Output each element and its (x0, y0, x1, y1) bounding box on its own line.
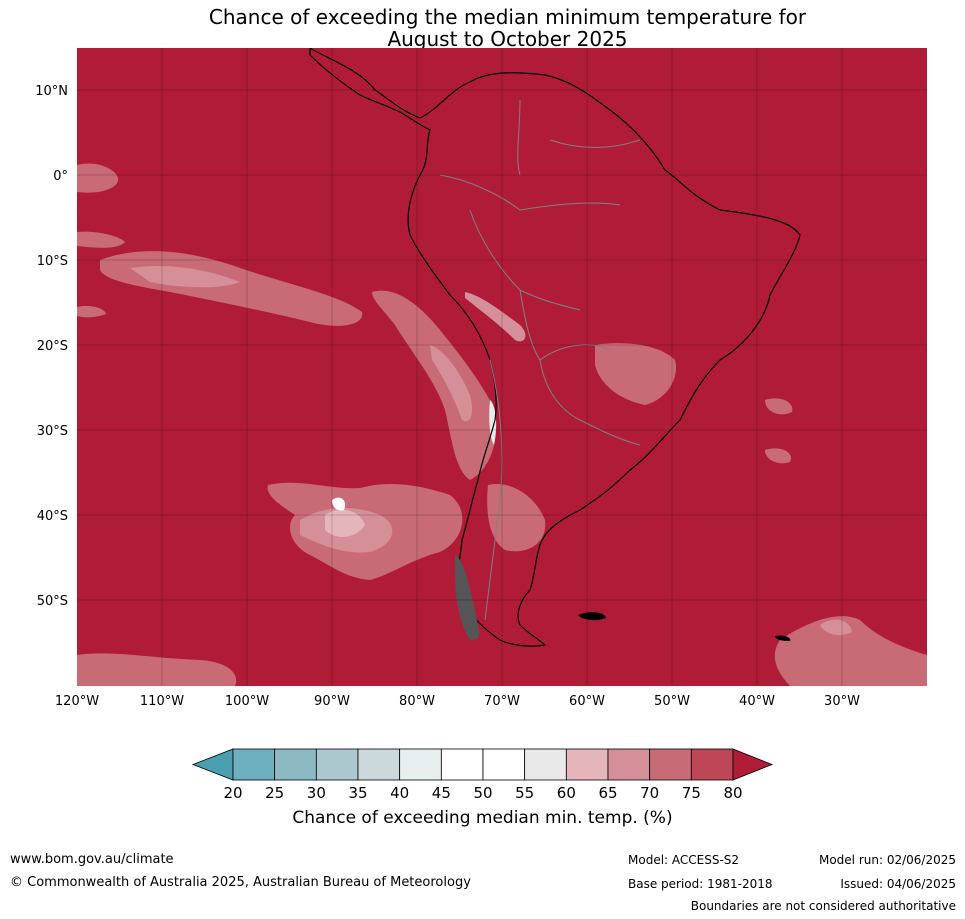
colorbar-tick-label: 25 (265, 784, 285, 802)
falklands (578, 612, 606, 621)
lat-label: 0° (53, 169, 68, 184)
base-period: Base period: 1981-2018 (628, 877, 773, 891)
colorbar-bin (607, 748, 651, 781)
patch-patagonia (487, 484, 546, 552)
colorbar-tick-label: 40 (390, 784, 410, 802)
lat-label: 30°S (37, 424, 68, 439)
patch-atlantic-1 (765, 398, 793, 415)
colorbar-bin (524, 748, 567, 781)
lat-label: 20°S (37, 339, 68, 354)
colorbar-bin (440, 748, 484, 781)
map-background (77, 48, 927, 686)
lon-label: 50°W (654, 694, 690, 709)
patch-pacific-equator (77, 163, 119, 193)
chile-fjords (455, 555, 480, 640)
colorbar-tick-label: 45 (431, 784, 451, 802)
lon-label: 60°W (569, 694, 605, 709)
patch-atlantic-2 (765, 448, 791, 464)
lon-label: 80°W (399, 694, 435, 709)
patch-spcz-band-core (130, 265, 240, 288)
patch-pacific-equator-2 (77, 231, 125, 248)
colorbar-bin (399, 748, 442, 781)
continent-outline (309, 48, 801, 647)
colorbar-tick-label: 35 (348, 784, 368, 802)
map-title-line2: August to October 2025 (387, 27, 628, 51)
colorbar-bin (565, 748, 609, 781)
colorbar-extend-high (732, 748, 774, 781)
lon-label: 120°W (55, 694, 99, 709)
lon-label: 110°W (140, 694, 184, 709)
lat-label: 50°S (37, 594, 68, 609)
patch-southern-ocean-east (774, 616, 927, 686)
graticule (77, 48, 927, 686)
lat-label: 10°N (35, 84, 68, 99)
colorbar-tick-label: 80 (723, 784, 743, 802)
copyright-text: © Commonwealth of Australia 2025, Austra… (10, 875, 471, 890)
south-america-coastline (309, 48, 801, 647)
colorbar-tick-label: 50 (473, 784, 493, 802)
colorbar-bin (274, 748, 317, 781)
colorbar-extend-low (191, 748, 234, 781)
lon-label: 90°W (314, 694, 350, 709)
probability-patches (77, 163, 927, 686)
colorbar (191, 748, 774, 781)
patch-south-pacific-light (325, 509, 365, 537)
colorbar-tick-label: 20 (223, 784, 243, 802)
colorbar-label: Chance of exceeding median min. temp. (%… (292, 808, 673, 828)
lon-label: 30°W (824, 694, 860, 709)
colorbar-bin (690, 748, 734, 781)
lon-label: 100°W (225, 694, 269, 709)
patch-south-pacific-white (332, 497, 346, 511)
longitude-labels: 120°W 110°W 100°W 90°W 80°W 70°W 60°W 50°W 40°W 3… (55, 694, 860, 709)
patch-chile-coast (372, 290, 497, 480)
patch-small-pac (77, 305, 106, 318)
patch-andes-bolivia (465, 292, 526, 342)
colorbar-bin (649, 748, 692, 781)
patch-southern-ocean (77, 653, 237, 686)
patch-southern-ocean-east-core (820, 619, 852, 636)
colorbar-tick-label: 55 (515, 784, 535, 802)
patch-brazil-south (595, 343, 676, 405)
issued-date: Issued: 04/06/2025 (840, 877, 956, 891)
lon-label: 70°W (484, 694, 520, 709)
website-link[interactable]: www.bom.gov.au/climate (10, 852, 174, 867)
country-borders (439, 99, 641, 621)
model-name: Model: ACCESS-S2 (628, 853, 740, 867)
lon-label: 40°W (739, 694, 775, 709)
lat-label: 40°S (37, 509, 68, 524)
patch-chile-coast-core (430, 345, 473, 422)
south-georgia (775, 635, 791, 641)
colorbar-tick-label: 65 (598, 784, 618, 802)
colorbar-tick-label: 30 (306, 784, 326, 802)
colorbar-tick-label: 60 (556, 784, 576, 802)
colorbar-tick-label: 75 (681, 784, 701, 802)
latitude-labels: 10°N 0° 10°S 20°S 30°S 40°S 50°S (35, 84, 68, 609)
colorbar-bin (315, 748, 359, 781)
model-run-date: Model run: 02/06/2025 (818, 853, 956, 867)
map-title-line1: Chance of exceeding the median minimum t… (208, 5, 807, 29)
colorbar-bin (482, 748, 526, 781)
lat-label: 10°S (37, 254, 68, 269)
colorbar-bin (232, 748, 276, 781)
colorbar-bin (357, 748, 401, 781)
boundaries-disclaimer: Boundaries are not considered authoritat… (690, 899, 956, 913)
colorbar-tick-label: 70 (640, 784, 660, 802)
